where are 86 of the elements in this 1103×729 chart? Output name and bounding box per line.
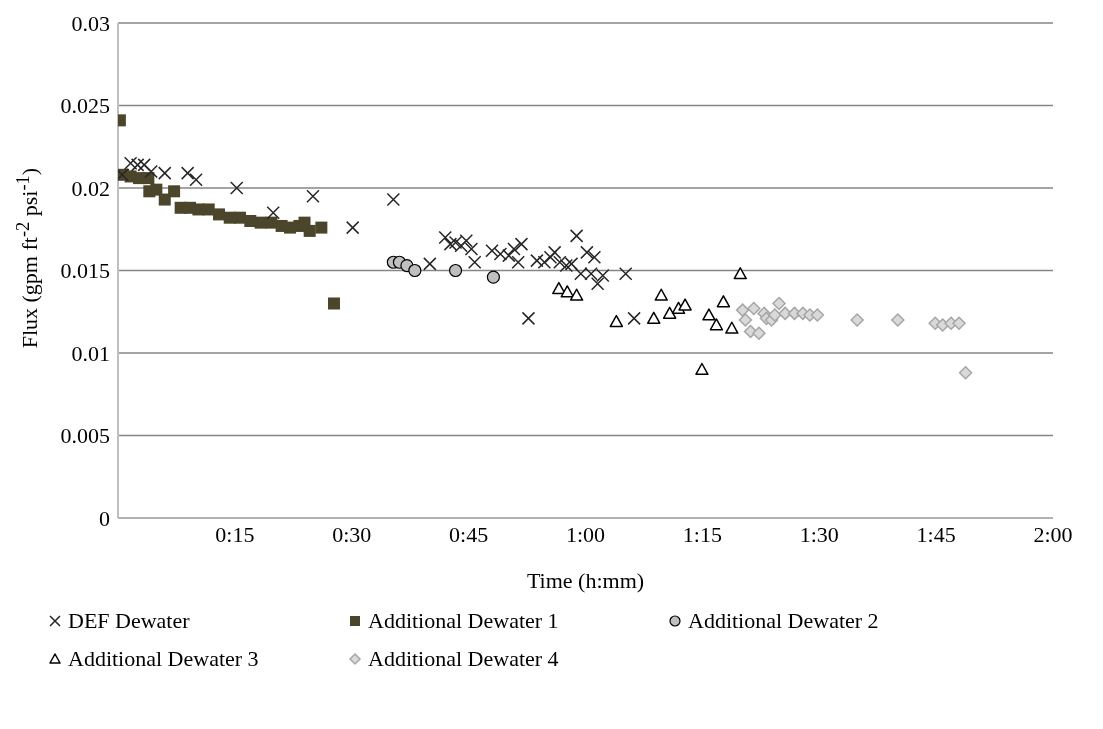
point bbox=[315, 221, 328, 234]
point bbox=[952, 316, 966, 331]
point bbox=[647, 311, 661, 324]
point bbox=[467, 255, 482, 269]
x-tick-label: 0:45 bbox=[449, 521, 489, 547]
point bbox=[569, 288, 584, 301]
point bbox=[327, 297, 340, 310]
y-tick-label: 0.03 bbox=[71, 10, 110, 36]
x-axis-title: Time (h:mm) bbox=[526, 568, 645, 593]
legend-label: Additional Dewater 2 bbox=[688, 608, 879, 634]
point bbox=[778, 306, 792, 321]
point bbox=[423, 257, 437, 271]
point bbox=[502, 248, 516, 263]
point bbox=[306, 189, 320, 203]
point bbox=[662, 306, 677, 319]
point bbox=[627, 311, 641, 326]
point bbox=[609, 314, 624, 328]
x-tick-label: 2:00 bbox=[1033, 521, 1073, 547]
legend-label: Additional Dewater 3 bbox=[68, 646, 259, 672]
point bbox=[386, 192, 401, 207]
point bbox=[733, 267, 747, 280]
x-tick-label: 1:15 bbox=[682, 521, 722, 547]
point bbox=[345, 220, 360, 235]
point bbox=[752, 326, 766, 340]
point bbox=[850, 313, 864, 327]
point bbox=[521, 311, 536, 326]
y-tick-label: 0.02 bbox=[71, 175, 110, 201]
point bbox=[150, 183, 163, 196]
point bbox=[514, 237, 529, 251]
legend-label: Additional Dewater 4 bbox=[368, 646, 559, 672]
point bbox=[448, 263, 463, 278]
point bbox=[587, 250, 602, 265]
point bbox=[543, 250, 558, 265]
point bbox=[552, 281, 566, 295]
point bbox=[747, 301, 761, 316]
point bbox=[695, 362, 709, 376]
point bbox=[266, 206, 280, 220]
point bbox=[130, 158, 145, 172]
point bbox=[559, 258, 574, 273]
point bbox=[891, 313, 905, 327]
point bbox=[168, 185, 181, 198]
point bbox=[768, 308, 782, 322]
x-tick-label: 1:30 bbox=[799, 521, 839, 547]
point bbox=[654, 288, 668, 301]
point bbox=[493, 247, 508, 261]
point bbox=[530, 253, 544, 268]
point bbox=[438, 230, 452, 245]
point bbox=[511, 255, 525, 269]
point bbox=[464, 242, 479, 256]
point bbox=[486, 270, 500, 284]
point bbox=[547, 245, 562, 260]
y-tick-label: 0.015 bbox=[60, 258, 110, 284]
legend-label: Additional Dewater 1 bbox=[368, 608, 559, 634]
legend-label: DEF Dewater bbox=[68, 608, 190, 634]
point bbox=[189, 173, 203, 187]
x-tick-label: 0:15 bbox=[215, 521, 255, 547]
point bbox=[725, 321, 739, 334]
x-tick-label: 0:30 bbox=[332, 521, 372, 547]
point bbox=[709, 318, 724, 331]
point bbox=[716, 295, 731, 308]
point bbox=[569, 229, 584, 243]
y-tick-label: 0.005 bbox=[60, 423, 110, 449]
point bbox=[958, 366, 973, 380]
x-tick-label: 1:00 bbox=[565, 521, 606, 547]
point bbox=[230, 181, 244, 195]
y-tick-label: 0.01 bbox=[71, 340, 110, 366]
point bbox=[618, 267, 633, 281]
point bbox=[738, 313, 753, 327]
point bbox=[678, 298, 692, 311]
point bbox=[590, 276, 605, 291]
y-tick-label: 0 bbox=[99, 505, 110, 531]
point bbox=[202, 203, 215, 216]
point bbox=[485, 243, 499, 258]
point bbox=[212, 208, 225, 221]
point bbox=[702, 308, 716, 321]
point bbox=[810, 308, 825, 322]
point bbox=[408, 263, 422, 278]
point bbox=[580, 245, 594, 260]
point bbox=[507, 242, 521, 256]
y-tick-label: 0.025 bbox=[60, 93, 110, 119]
point bbox=[560, 285, 575, 298]
point bbox=[158, 193, 171, 206]
point bbox=[735, 303, 750, 317]
point bbox=[180, 166, 195, 180]
point bbox=[772, 296, 786, 311]
x-tick-label: 1:45 bbox=[916, 521, 956, 547]
